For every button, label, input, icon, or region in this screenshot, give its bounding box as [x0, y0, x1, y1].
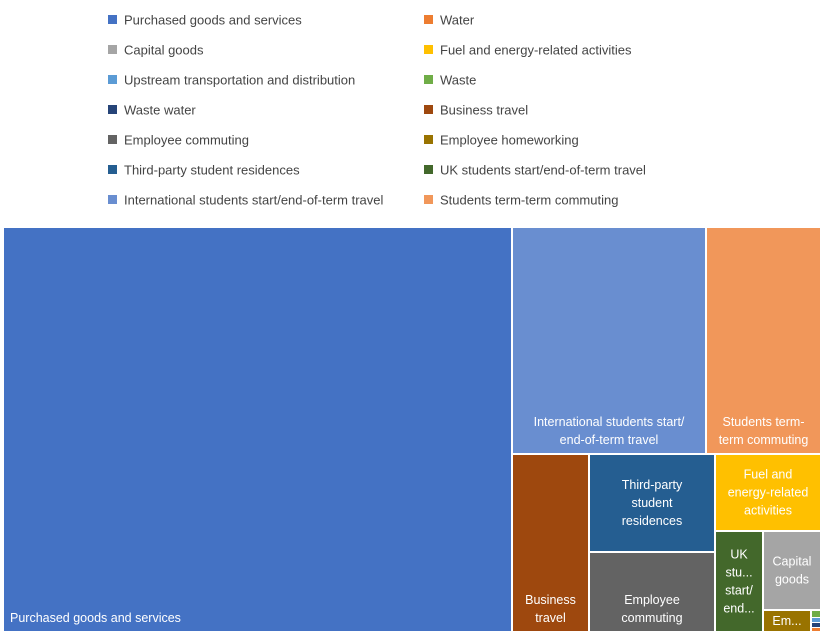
tile-fuel-and-energy-related-activities: Fuel and energy-related activities	[716, 455, 820, 530]
tile-uk-students-start-end-of-term-travel: UK stu... start/end...	[716, 532, 762, 631]
tile-waste-water	[812, 623, 820, 627]
legend: Purchased goods and services Water Capital…	[108, 13, 646, 208]
legend-label: Purchased goods and services	[124, 13, 302, 28]
tile-employee-commuting: Employee commuting	[590, 553, 714, 631]
tile-capital-goods: Capital goods	[764, 532, 820, 609]
tile-upstream-transportation-and-distribution	[812, 618, 820, 622]
tile-label: residences	[622, 514, 682, 528]
legend-swatch	[108, 45, 117, 54]
legend-label: Employee homeworking	[440, 133, 579, 148]
tile-label: travel	[535, 611, 566, 625]
legend-label: UK students start/end-of-term travel	[440, 163, 646, 178]
legend-item-waste-water: Waste water	[108, 103, 196, 118]
legend-swatch	[424, 45, 433, 54]
legend-swatch	[424, 195, 433, 204]
tile-water	[812, 628, 820, 631]
tile-rect	[590, 553, 714, 631]
tile-label: Third-party	[622, 478, 683, 492]
treemap-tiles: Purchased goods and services Internationa…	[4, 228, 820, 631]
tile-label: Students term-	[723, 415, 805, 429]
legend-swatch	[108, 135, 117, 144]
tile-rect	[716, 532, 762, 631]
tile-employee-homeworking: Em...	[764, 611, 810, 631]
legend-label: Waste water	[124, 103, 196, 118]
legend-swatch	[424, 165, 433, 174]
legend-label: International students start/end-of-term…	[124, 193, 384, 208]
legend-label: Third-party student residences	[124, 163, 300, 178]
legend-label: Business travel	[440, 103, 528, 118]
tile-rect	[4, 228, 511, 631]
legend-item-students-term-term-commuting: Students term-term commuting	[424, 193, 618, 208]
legend-label: Upstream transportation and distribution	[124, 73, 355, 88]
tile-rect	[707, 228, 820, 453]
legend-item-employee-commuting: Employee commuting	[108, 133, 249, 148]
legend-item-international-students-start-end-of-term-travel: International students start/end-of-term…	[108, 193, 384, 208]
tile-third-party-student-residences: Third-party student residences	[590, 455, 714, 551]
legend-item-water: Water	[424, 13, 475, 28]
legend-item-third-party-student-residences: Third-party student residences	[108, 163, 300, 178]
legend-swatch	[424, 15, 433, 24]
legend-swatch	[424, 135, 433, 144]
legend-swatch	[108, 105, 117, 114]
legend-swatch	[108, 15, 117, 24]
tile-label: student	[631, 496, 673, 510]
tile-label: UK	[730, 548, 748, 562]
tile-label: Capital	[773, 555, 812, 569]
tile-label: end...	[723, 602, 754, 616]
legend-swatch	[108, 165, 117, 174]
tile-international-students-start-end-of-term-travel: International students start/end-of-term…	[513, 228, 705, 453]
tile-label: end-of-term travel	[560, 433, 659, 447]
legend-label: Water	[440, 13, 475, 28]
legend-item-business-travel: Business travel	[424, 103, 528, 118]
legend-item-uk-students-start-end-of-term-travel: UK students start/end-of-term travel	[424, 163, 646, 178]
tile-label: stu...	[725, 566, 752, 580]
tile-rect	[812, 623, 820, 627]
tile-label: Employee	[624, 593, 680, 607]
tile-label: activities	[744, 504, 792, 518]
legend-label: Employee commuting	[124, 133, 249, 148]
tile-rect	[513, 455, 588, 631]
tile-rect	[812, 611, 820, 617]
legend-swatch	[424, 105, 433, 114]
tile-rect	[764, 532, 820, 609]
legend-item-fuel-and-energy-related-activities: Fuel and energy-related activities	[424, 43, 632, 58]
tile-label: International students start/	[534, 415, 685, 429]
tile-rect	[590, 455, 714, 551]
tile-label: Em...	[772, 614, 801, 628]
legend-swatch	[108, 195, 117, 204]
tile-waste	[812, 611, 820, 617]
legend-swatch	[108, 75, 117, 84]
legend-label: Waste	[440, 73, 476, 88]
tile-label: energy-related	[728, 486, 809, 500]
legend-label: Capital goods	[124, 43, 204, 58]
legend-label: Fuel and energy-related activities	[440, 43, 632, 58]
legend-item-purchased-goods-and-services: Purchased goods and services	[108, 13, 302, 28]
tile-students-term-term-commuting: Students term-term commuting	[707, 228, 820, 453]
tile-rect	[513, 228, 705, 453]
legend-label: Students term-term commuting	[440, 193, 618, 208]
legend-item-capital-goods: Capital goods	[108, 43, 204, 58]
tile-label: commuting	[621, 611, 682, 625]
tile-label: goods	[775, 573, 809, 587]
tile-rect	[812, 618, 820, 622]
tile-label: Purchased goods and services	[10, 611, 181, 625]
legend-item-employee-homeworking: Employee homeworking	[424, 133, 579, 148]
tile-label: Business	[525, 593, 576, 607]
tile-label: start/	[725, 584, 753, 598]
tile-purchased-goods-and-services: Purchased goods and services	[4, 228, 511, 631]
tile-label: term commuting	[719, 433, 809, 447]
tile-business-travel: Business travel	[513, 455, 588, 631]
tile-label: Fuel and	[744, 468, 793, 482]
tile-rect	[716, 455, 820, 530]
legend-item-upstream-transportation-and-distribution: Upstream transportation and distribution	[108, 73, 355, 88]
legend-swatch	[424, 75, 433, 84]
tile-rect	[764, 611, 810, 631]
tile-rect	[812, 628, 820, 631]
legend-item-waste: Waste	[424, 73, 476, 88]
